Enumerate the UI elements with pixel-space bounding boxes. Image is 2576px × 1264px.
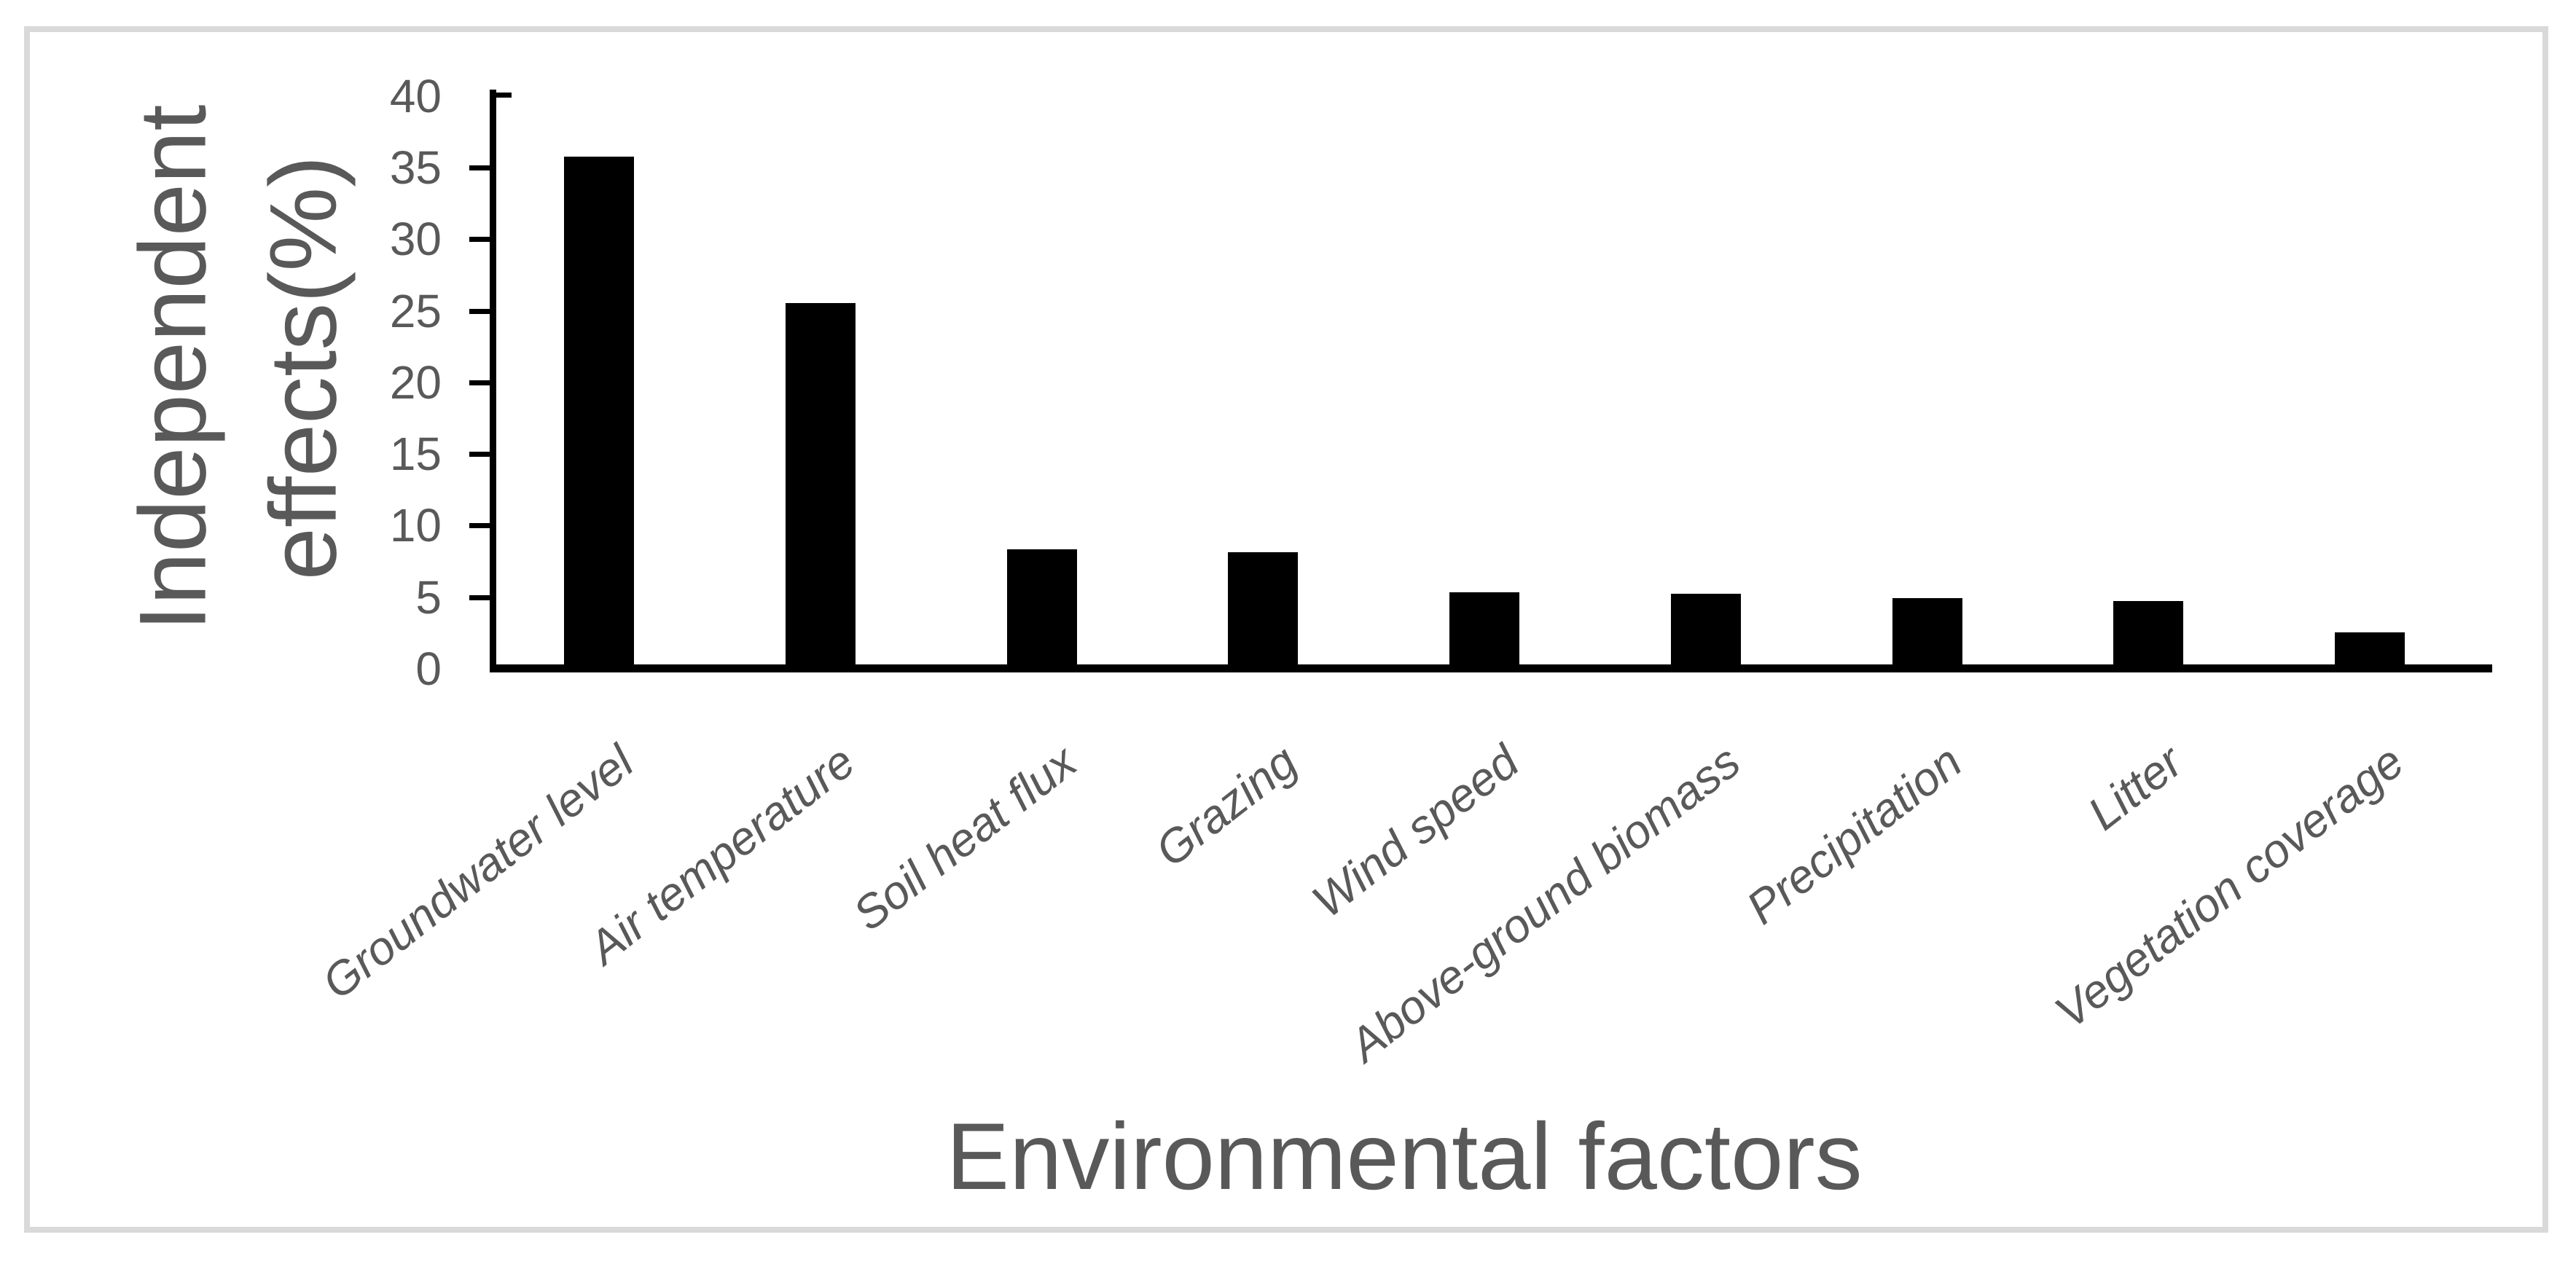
y-axis-tick <box>469 452 494 457</box>
bar <box>1892 598 1962 665</box>
y-axis-top-tick <box>490 93 512 98</box>
y-axis-tick <box>469 165 494 170</box>
y-axis-title-line1: Independent <box>119 104 226 632</box>
x-axis-line <box>490 664 2492 672</box>
y-axis-tick-label: 10 <box>389 499 442 551</box>
y-axis-tick <box>469 595 494 600</box>
y-axis-tick <box>469 309 494 314</box>
y-axis-tick-label: 30 <box>389 213 442 265</box>
bar <box>1007 549 1077 665</box>
bar <box>2335 632 2405 665</box>
y-axis-tick-label: 25 <box>389 285 442 337</box>
y-axis-tick-label: 15 <box>389 428 442 480</box>
y-axis-tick-label: 40 <box>389 70 442 122</box>
y-axis-tick <box>469 237 494 242</box>
y-axis-tick <box>469 523 494 528</box>
bar <box>1671 594 1741 665</box>
bar <box>564 157 634 665</box>
x-axis-title: Environmental factors <box>946 1103 1863 1209</box>
bar <box>786 303 856 665</box>
bar <box>1449 592 1519 665</box>
y-axis-tick-label: 5 <box>415 571 442 624</box>
y-axis-tick <box>469 380 494 385</box>
y-axis-tick-label: 0 <box>415 643 442 695</box>
y-axis-tick-label: 35 <box>389 141 442 194</box>
bar <box>1228 552 1298 665</box>
bar <box>2113 601 2183 665</box>
y-axis-tick-label: 20 <box>389 356 442 409</box>
